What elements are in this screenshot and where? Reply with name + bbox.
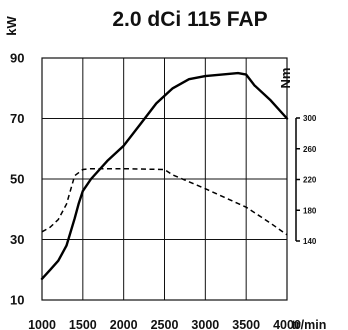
right-tick-label: 300 (303, 114, 317, 123)
right-tick-label: 140 (303, 237, 317, 246)
right-axis-unit: Nm (278, 68, 293, 89)
x-tick-label: 3500 (232, 318, 260, 330)
plot-frame (41, 57, 288, 301)
right-tick-label: 220 (303, 176, 317, 185)
y-tick-label: 90 (10, 51, 24, 66)
torque-curve (41, 167, 288, 236)
x-axis-unit: tr/min (292, 318, 327, 330)
y-tick-label: 30 (10, 232, 24, 247)
power-curve (40, 71, 289, 280)
right-tick-label: 260 (303, 145, 317, 154)
x-tick-label: 1000 (28, 318, 56, 330)
y-tick-label: 10 (10, 293, 24, 308)
x-tick-label: 2500 (151, 318, 179, 330)
x-tick-label: 4000 (273, 318, 301, 330)
x-tick-label: 1500 (69, 318, 97, 330)
y-tick-label: 50 (10, 172, 24, 187)
y-tick-label: 70 (10, 111, 24, 126)
chart-title: 2.0 dCi 115 FAP (112, 8, 267, 31)
left-axis-unit: kW (4, 16, 19, 36)
x-tick-label: 2000 (110, 318, 138, 330)
right-tick-label: 180 (303, 206, 317, 215)
plot-area: 1000 1500 2000 2500 3000 3500 4000 10 30 50 70 90 14… (10, 51, 317, 330)
x-tick-label: 3000 (191, 318, 219, 330)
